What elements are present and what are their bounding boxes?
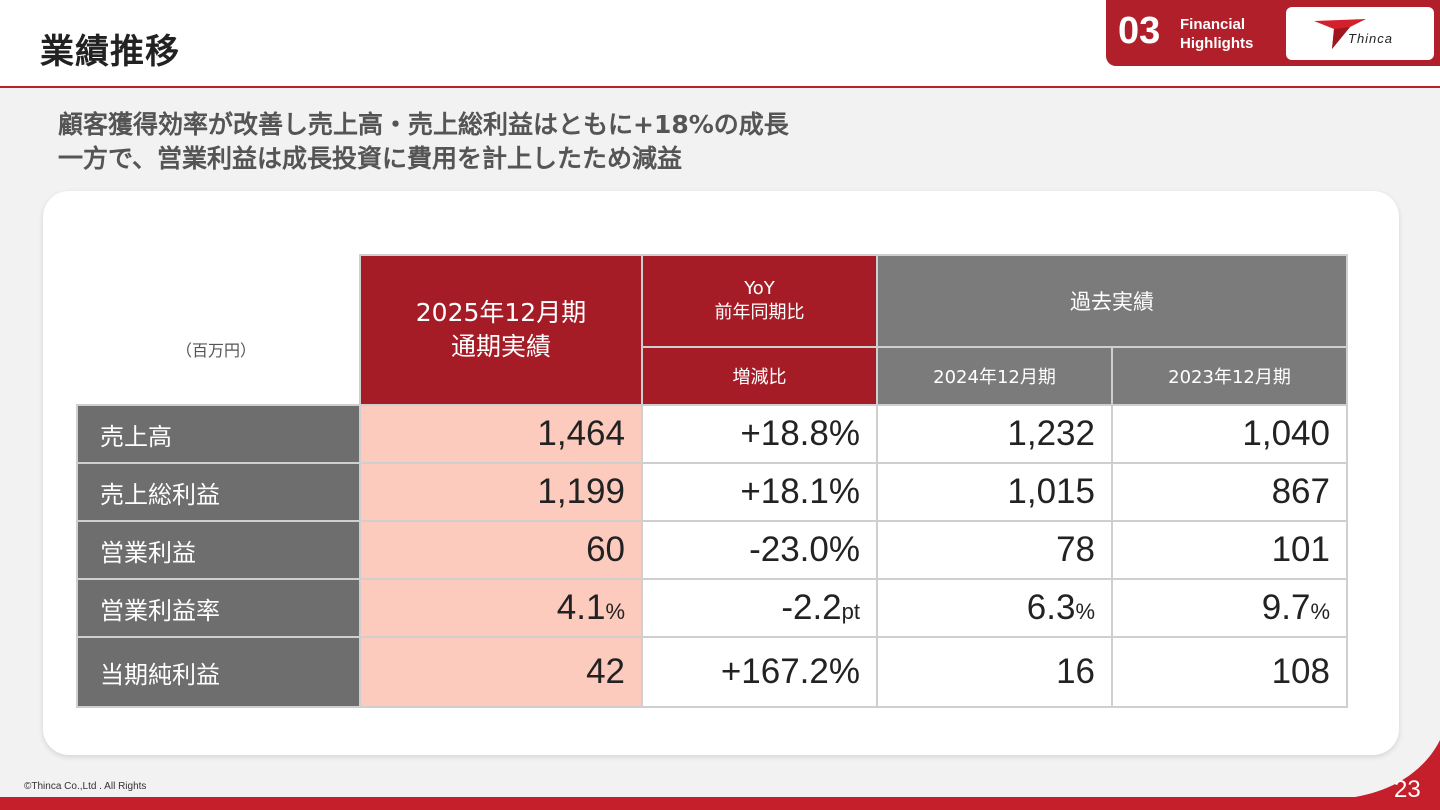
header-2023: 2023年12月期 [1111,346,1348,406]
cell-yoy-value: -2.2 [781,588,842,627]
page-number: 23 [1394,776,1421,803]
cell-current-value: 1,199 [537,472,625,511]
cell-2023: 1,040 [1111,404,1348,464]
cell-2024-suffix: % [1075,599,1095,624]
cell-2024: 16 [876,636,1113,708]
headline: 顧客獲得効率が改善し売上高・売上総利益はともに+18%の成長 一方で、営業利益は… [58,108,789,176]
cell-2023: 867 [1111,462,1348,522]
cell-2023-value: 1,040 [1242,414,1330,453]
header-current-period: 2025年12月期 通期実績 [359,254,643,406]
section-number: 03 [1118,10,1161,52]
cell-current: 1,464 [359,404,643,464]
cell-yoy: -23.0% [641,520,878,580]
section-label-line2: Highlights [1180,35,1254,52]
cell-2023-value: 108 [1271,652,1330,691]
header-yoy-line1: YoY [744,278,775,299]
header-2024: 2024年12月期 [876,346,1113,406]
cell-2024-value: 6.3 [1026,588,1076,627]
cell-2023: 9.7% [1111,578,1348,638]
cell-2023-suffix: % [1310,599,1330,624]
cell-2024-value: 16 [1056,652,1095,691]
section-label-line1: Financial [1180,16,1246,33]
table-row: 当期純利益 42 +167.2% 16 108 [76,636,1348,708]
footer-wedge [1355,740,1440,800]
cell-yoy-value: +167.2% [720,652,860,691]
logo-text: Thinca [1348,31,1394,46]
cell-yoy-suffix: pt [841,599,860,624]
cell-current-value: 42 [586,652,625,691]
cell-current-value: 4.1 [556,588,606,627]
cell-2023-value: 101 [1271,530,1330,569]
cell-current-value: 1,464 [537,414,625,453]
company-logo: Thinca [1286,7,1434,60]
headline-line2: 一方で、営業利益は成長投資に費用を計上したため減益 [58,144,683,173]
section-label: Financial Highlights [1180,15,1290,53]
row-label: 営業利益率 [76,578,361,638]
unit-label: （百万円） [176,341,257,360]
cell-yoy: +18.1% [641,462,878,522]
header-past-results: 過去実績 [876,254,1348,348]
row-label: 当期純利益 [76,636,361,708]
slide-header: 業績推移 03 Financial Highlights Thinca [0,0,1440,88]
cell-2023: 108 [1111,636,1348,708]
cell-2024: 78 [876,520,1113,580]
cell-current: 42 [359,636,643,708]
cell-current: 60 [359,520,643,580]
financial-table: 2025年12月期 通期実績 YoY 前年同期比 過去実績 増減比 2024年1… [76,254,1348,708]
cell-yoy: -2.2pt [641,578,878,638]
headline-line1: 顧客獲得効率が改善し売上高・売上総利益はともに+18%の成長 [58,110,789,139]
cell-yoy: +18.8% [641,404,878,464]
cell-yoy-value: +18.1% [740,472,860,511]
cell-current: 1,199 [359,462,643,522]
table-row: 売上総利益 1,199 +18.1% 1,015 867 [76,462,1348,522]
header-current-line1: 2025年12月期 [415,298,587,327]
header-yoy: YoY 前年同期比 [641,254,878,348]
header-blank [77,255,360,405]
cell-2024-value: 1,015 [1007,472,1095,511]
cell-current-value: 60 [586,530,625,569]
row-label: 営業利益 [76,520,361,580]
header-yoy-sub: 増減比 [641,346,878,406]
row-label: 売上高 [76,404,361,464]
cell-current: 4.1% [359,578,643,638]
table-row: 営業利益 60 -23.0% 78 101 [76,520,1348,580]
cell-2024: 1,015 [876,462,1113,522]
row-label: 売上総利益 [76,462,361,522]
cell-2023-value: 9.7 [1261,588,1311,627]
copyright: ©Thinca Co.,Ltd . All Rights [24,781,147,792]
footer-bar [0,797,1440,810]
cell-2024-value: 78 [1056,530,1095,569]
cell-2023-value: 867 [1271,472,1330,511]
cell-2024: 1,232 [876,404,1113,464]
table-row: 営業利益率 4.1% -2.2pt 6.3% 9.7% [76,578,1348,638]
header-current-line2: 通期実績 [450,332,551,361]
cell-yoy-value: -23.0% [749,530,860,569]
table-row: 売上高 1,464 +18.8% 1,232 1,040 [76,404,1348,464]
page-title: 業績推移 [40,32,180,72]
header-yoy-line2: 前年同期比 [714,302,805,323]
cell-yoy: +167.2% [641,636,878,708]
cell-current-suffix: % [605,599,625,624]
cell-2024: 6.3% [876,578,1113,638]
cell-2023: 101 [1111,520,1348,580]
thinca-swoosh-icon [1314,19,1366,49]
section-tab: 03 Financial Highlights Thinca [1106,0,1440,66]
cell-2024-value: 1,232 [1007,414,1095,453]
cell-yoy-value: +18.8% [740,414,860,453]
